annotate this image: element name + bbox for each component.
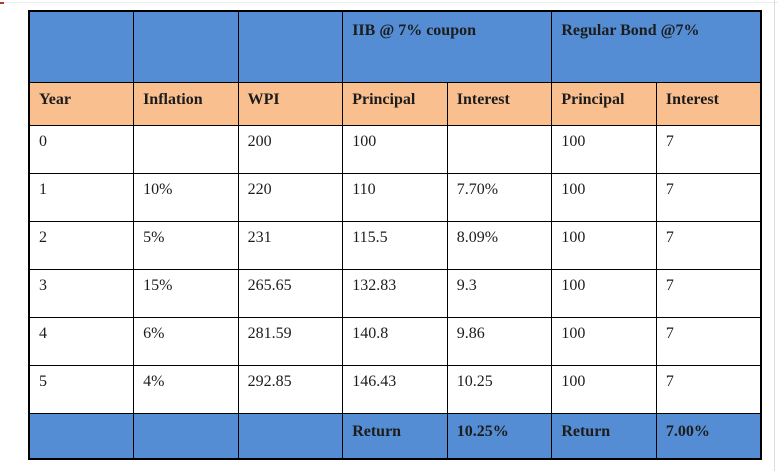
cell-inflation: 4%	[133, 365, 239, 414]
group-header-cell-empty-3	[237, 10, 344, 83]
footer-regular-return-label: Return	[551, 413, 657, 460]
cell-iib-principal: 132.83	[342, 269, 448, 318]
cell-iib-interest: 8.09%	[446, 221, 553, 270]
cell-year: 5	[28, 365, 135, 414]
cell-wpi: 231	[237, 221, 344, 270]
cell-iib-interest: 9.86	[446, 317, 553, 366]
footer-regular-return-value: 7.00%	[655, 413, 762, 460]
table-row-year-4: 4 6% 281.59 140.8 9.86 100 7	[28, 317, 762, 366]
cell-inflation: 10%	[133, 173, 239, 222]
cell-iib-interest: 10.25	[446, 365, 553, 414]
cell-iib-principal: 100	[342, 125, 448, 174]
return-summary-row: Return 10.25% Return 7.00%	[28, 413, 762, 460]
page-top-border-line	[0, 2, 778, 3]
cell-inflation: 15%	[133, 269, 239, 318]
cell-year: 0	[28, 125, 135, 174]
group-header-cell-empty-1	[28, 10, 135, 83]
cell-iib-principal: 110	[342, 173, 448, 222]
cell-regular-interest: 7	[655, 365, 762, 414]
bond-comparison-table: IIB @ 7% coupon Regular Bond @7% Year In…	[28, 10, 762, 460]
cell-year: 1	[28, 173, 135, 222]
column-header-iib-principal: Principal	[342, 82, 448, 126]
cell-regular-principal: 100	[551, 317, 657, 366]
cell-regular-principal: 100	[551, 269, 657, 318]
cell-iib-principal: 140.8	[342, 317, 448, 366]
cell-inflation: 6%	[133, 317, 239, 366]
column-header-wpi: WPI	[237, 82, 344, 126]
cell-iib-principal: 146.43	[342, 365, 448, 414]
column-header-iib-interest: Interest	[446, 82, 553, 126]
cell-regular-interest: 7	[655, 173, 762, 222]
column-header-year: Year	[28, 82, 135, 126]
page-right-border-line	[774, 0, 775, 471]
column-header-inflation: Inflation	[133, 82, 239, 126]
cell-wpi: 292.85	[237, 365, 344, 414]
column-header-row: Year Inflation WPI Principal Interest Pr…	[28, 82, 762, 126]
cell-regular-principal: 100	[551, 365, 657, 414]
cell-inflation: 5%	[133, 221, 239, 270]
cell-regular-principal: 100	[551, 221, 657, 270]
footer-iib-return-label: Return	[342, 413, 448, 460]
table-row-year-3: 3 15% 265.65 132.83 9.3 100 7	[28, 269, 762, 318]
cell-wpi: 281.59	[237, 317, 344, 366]
footer-cell-empty-1	[28, 413, 135, 460]
footer-cell-empty-2	[133, 413, 239, 460]
group-header-row: IIB @ 7% coupon Regular Bond @7%	[28, 10, 762, 83]
cell-regular-interest: 7	[655, 317, 762, 366]
cell-inflation	[133, 125, 239, 174]
footer-iib-return-value: 10.25%	[446, 413, 553, 460]
footer-cell-empty-3	[237, 413, 344, 460]
cell-wpi: 200	[237, 125, 344, 174]
cell-regular-interest: 7	[655, 221, 762, 270]
cell-iib-principal: 115.5	[342, 221, 448, 270]
table-row-year-2: 2 5% 231 115.5 8.09% 100 7	[28, 221, 762, 270]
column-header-regular-interest: Interest	[655, 82, 762, 126]
cell-year: 4	[28, 317, 135, 366]
cell-iib-interest: 9.3	[446, 269, 553, 318]
cell-regular-principal: 100	[551, 125, 657, 174]
cell-wpi: 220	[237, 173, 344, 222]
cell-regular-principal: 100	[551, 173, 657, 222]
group-header-regular-bond: Regular Bond @7%	[551, 10, 762, 83]
cell-regular-interest: 7	[655, 269, 762, 318]
group-header-iib: IIB @ 7% coupon	[342, 10, 553, 83]
cell-iib-interest	[446, 125, 553, 174]
table-row-year-0: 0 200 100 100 7	[28, 125, 762, 174]
group-header-cell-empty-2	[133, 10, 239, 83]
cell-wpi: 265.65	[237, 269, 344, 318]
cell-regular-interest: 7	[655, 125, 762, 174]
cell-year: 2	[28, 221, 135, 270]
cell-iib-interest: 7.70%	[446, 173, 553, 222]
column-header-regular-principal: Principal	[551, 82, 657, 126]
page-corner-artifact	[0, 2, 4, 4]
table-row-year-5: 5 4% 292.85 146.43 10.25 100 7	[28, 365, 762, 414]
cell-year: 3	[28, 269, 135, 318]
table-row-year-1: 1 10% 220 110 7.70% 100 7	[28, 173, 762, 222]
